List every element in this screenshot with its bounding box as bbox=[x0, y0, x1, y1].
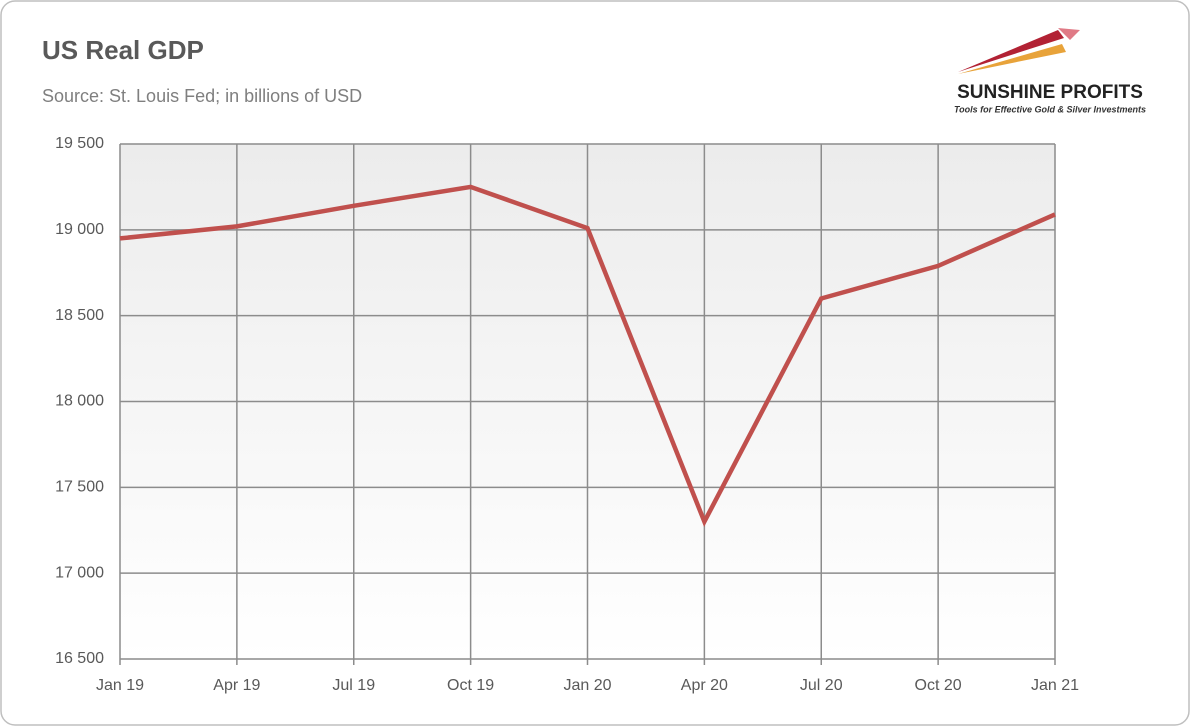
logo-name: SUNSHINE PROFITS bbox=[957, 82, 1143, 103]
x-tick-label: Oct 20 bbox=[915, 677, 962, 694]
chart-title: US Real GDP bbox=[42, 35, 204, 65]
x-tick-label: Apr 19 bbox=[213, 677, 260, 694]
x-tick-label: Oct 19 bbox=[447, 677, 494, 694]
logo-arrow bbox=[958, 30, 1064, 72]
logo-arrow bbox=[1058, 28, 1080, 40]
y-tick-label: 19 500 bbox=[55, 135, 104, 152]
logo-tagline: Tools for Effective Gold & Silver Invest… bbox=[954, 104, 1146, 114]
y-tick-label: 17 500 bbox=[55, 479, 104, 496]
x-tick-label: Apr 20 bbox=[681, 677, 728, 694]
y-tick-label: 19 000 bbox=[55, 221, 104, 238]
y-tick-label: 17 000 bbox=[55, 564, 104, 581]
chart-subtitle: Source: St. Louis Fed; in billions of US… bbox=[42, 86, 362, 106]
y-tick-label: 18 000 bbox=[55, 393, 104, 410]
logo-arrow bbox=[958, 44, 1066, 74]
x-tick-label: Jul 19 bbox=[332, 677, 375, 694]
logo: SUNSHINE PROFITS Tools for Effective Gol… bbox=[954, 28, 1146, 114]
data-line bbox=[119, 184, 1056, 528]
y-tick-label: 16 500 bbox=[55, 650, 104, 667]
y-tick-label: 18 500 bbox=[55, 307, 104, 324]
x-tick-label: Jan 20 bbox=[563, 677, 611, 694]
x-tick-label: Jul 20 bbox=[800, 677, 843, 694]
x-tick-label: Jan 19 bbox=[96, 677, 144, 694]
x-tick-label: Jan 21 bbox=[1031, 677, 1079, 694]
